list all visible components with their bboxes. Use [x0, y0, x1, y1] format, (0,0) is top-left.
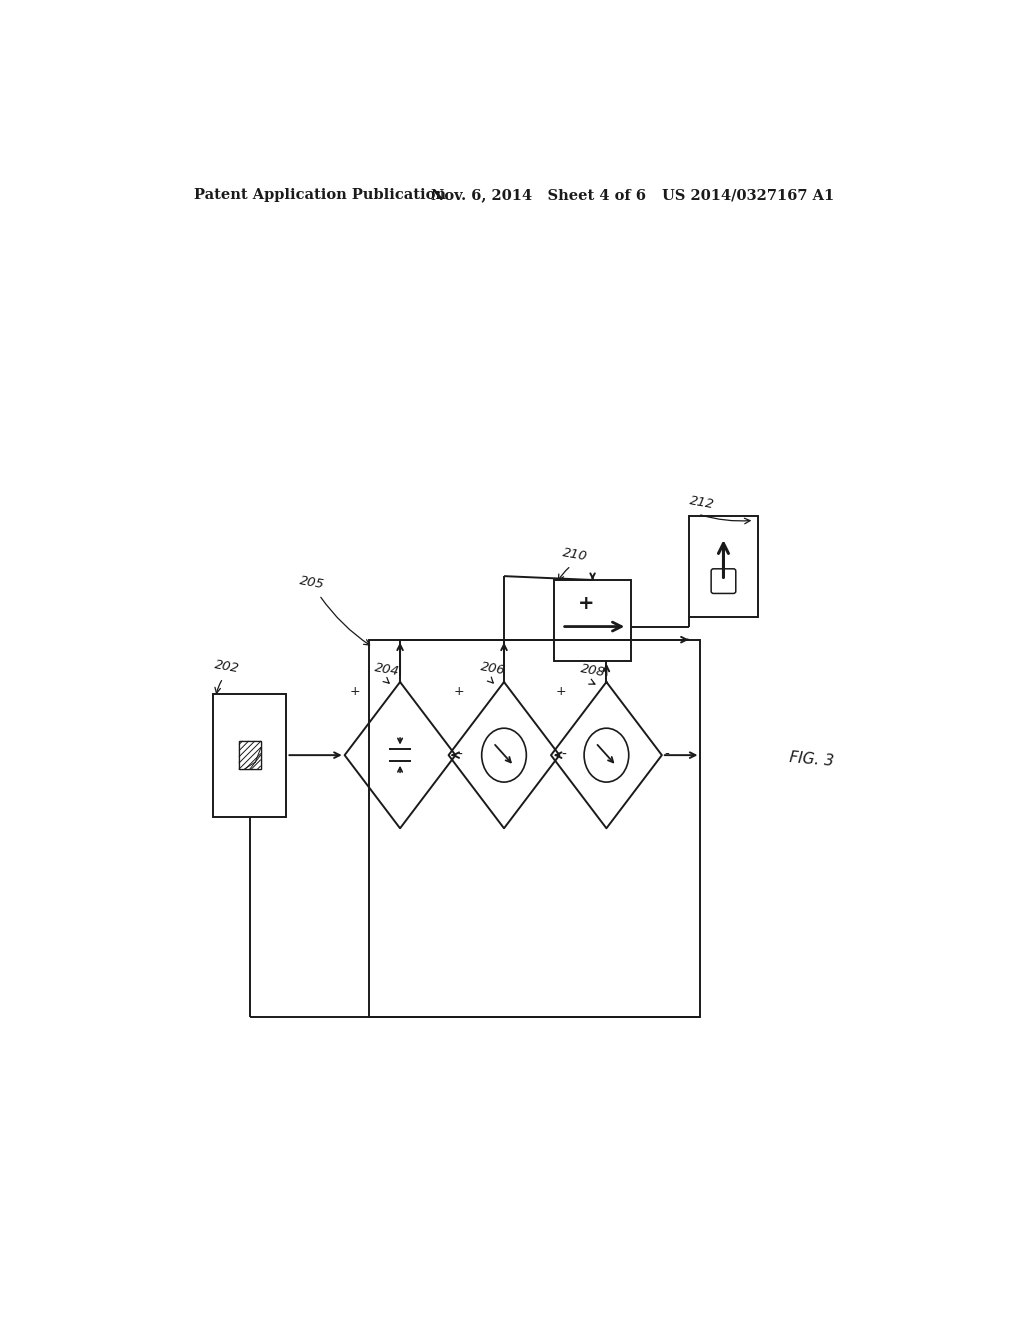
Bar: [689, 516, 758, 616]
Bar: [370, 640, 700, 1016]
Text: -: -: [665, 748, 669, 762]
Ellipse shape: [481, 729, 526, 781]
Text: US 2014/0327167 A1: US 2014/0327167 A1: [662, 189, 835, 202]
Text: 202: 202: [214, 659, 241, 676]
Text: 204: 204: [374, 661, 400, 678]
Bar: [554, 579, 631, 661]
Text: 208: 208: [580, 661, 606, 678]
Text: Patent Application Publication: Patent Application Publication: [194, 189, 445, 202]
Text: -: -: [562, 748, 566, 762]
Bar: [240, 742, 261, 770]
Text: 206: 206: [479, 660, 507, 677]
Text: -: -: [458, 748, 463, 762]
Text: +: +: [579, 594, 595, 612]
Text: 210: 210: [562, 546, 589, 564]
Text: 205: 205: [298, 574, 326, 591]
Bar: [240, 742, 261, 770]
Bar: [213, 693, 287, 817]
Text: +: +: [454, 685, 464, 698]
Text: FIG. 3: FIG. 3: [788, 750, 835, 768]
Ellipse shape: [584, 729, 629, 781]
Text: +: +: [556, 685, 566, 698]
Text: +: +: [349, 685, 359, 698]
Text: 212: 212: [689, 495, 716, 512]
Text: Nov. 6, 2014   Sheet 4 of 6: Nov. 6, 2014 Sheet 4 of 6: [431, 189, 646, 202]
